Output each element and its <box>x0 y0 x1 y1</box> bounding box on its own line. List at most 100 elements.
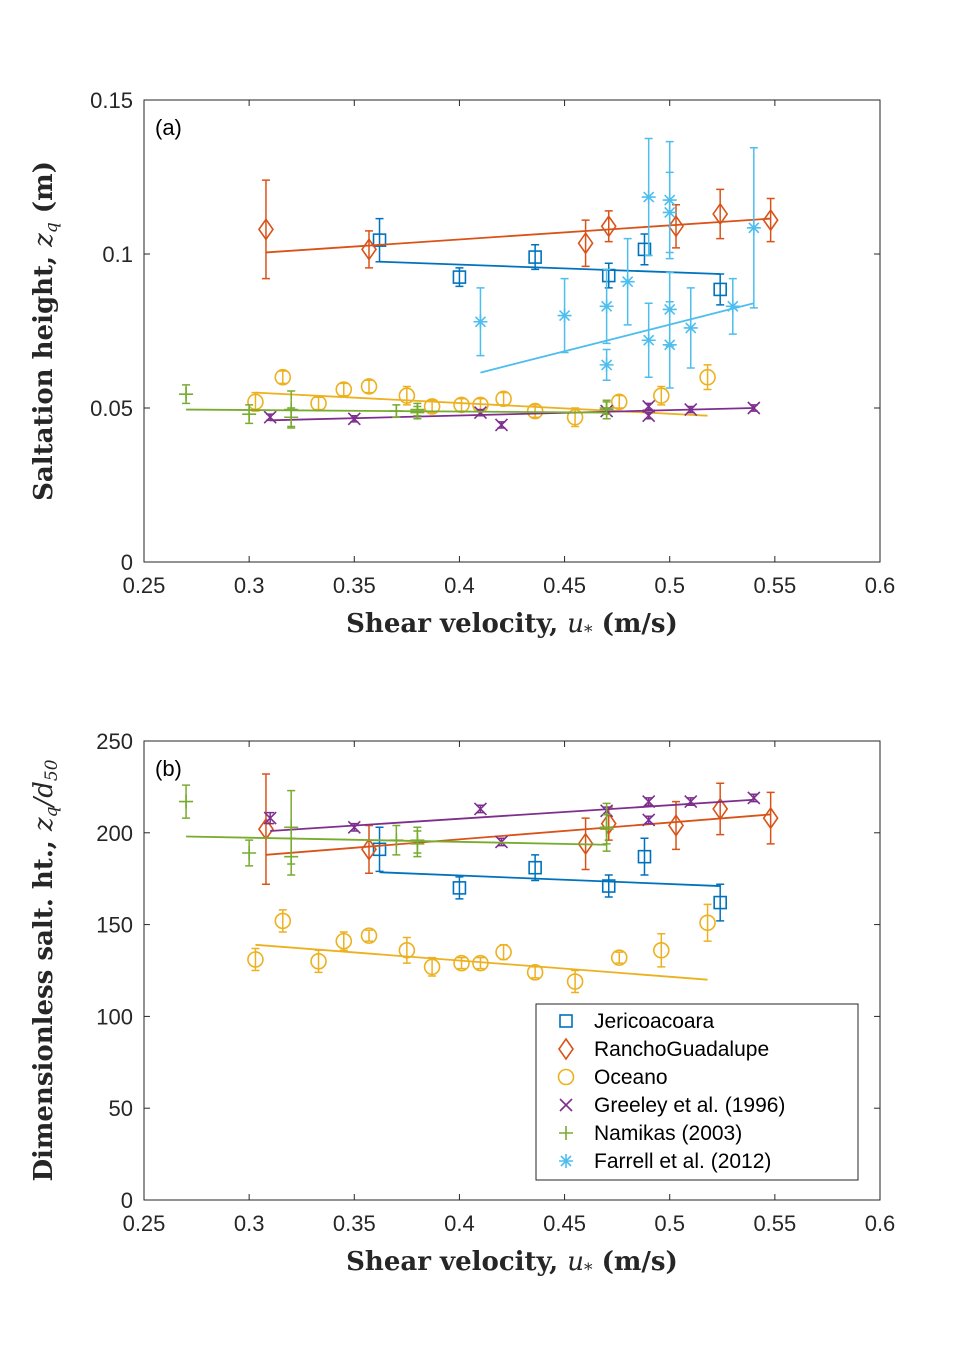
data-point <box>641 333 656 348</box>
data-point <box>599 822 614 837</box>
x-tick-label: 0.3 <box>234 1211 265 1236</box>
error-bar <box>251 391 260 412</box>
data-point <box>577 832 594 856</box>
error-bar <box>657 933 666 968</box>
data-point <box>247 951 264 968</box>
data-point <box>641 190 656 205</box>
error-bar <box>457 956 466 970</box>
series-circle <box>247 903 716 994</box>
data-point <box>601 879 616 893</box>
legend-marker <box>557 1068 575 1086</box>
fit-line <box>265 217 771 254</box>
data-point <box>360 927 378 944</box>
fit-line <box>255 943 708 981</box>
data-point <box>684 795 698 809</box>
data-point <box>599 357 614 372</box>
data-point <box>473 802 488 816</box>
data-point <box>257 817 274 841</box>
data-point <box>284 820 299 835</box>
legend: Jericoacoara RanchoGuadalupe Oceano Greeley… <box>535 1003 859 1181</box>
axes-frame <box>143 740 881 1201</box>
error-bar <box>703 903 712 942</box>
data-point <box>473 406 488 420</box>
data-point <box>712 797 729 821</box>
error-bar <box>571 407 580 428</box>
legend-label: RanchoGuadalupe <box>594 1038 769 1061</box>
data-point <box>274 912 292 930</box>
data-point <box>526 964 544 981</box>
legend-label: Jericoacoara <box>594 1010 715 1033</box>
data-point <box>257 217 274 241</box>
panel-label: (b) <box>155 756 182 781</box>
data-point <box>495 943 512 961</box>
error-bar <box>402 936 411 964</box>
data-point <box>668 814 684 837</box>
legend-box <box>535 1003 859 1181</box>
data-point <box>610 949 628 966</box>
data-point <box>642 399 656 414</box>
data-point <box>747 401 761 415</box>
data-point <box>360 378 378 395</box>
data-point <box>472 954 489 972</box>
legend-entry: Farrell et al. (2012) <box>559 1150 771 1173</box>
legend-marker <box>559 1154 573 1168</box>
error-bar <box>716 273 725 306</box>
x-tick-label: 0.4 <box>444 1211 475 1236</box>
fit-line <box>270 798 754 832</box>
x-tick-label: 0.45 <box>543 573 586 598</box>
x-tick-label: 0.35 <box>333 573 376 598</box>
data-point <box>423 398 441 415</box>
legend-entry: RanchoGuadalupe <box>558 1037 769 1061</box>
x-tick-label: 0.5 <box>654 573 685 598</box>
legend-entry: Namikas (2003) <box>559 1122 742 1145</box>
data-point <box>389 833 404 848</box>
data-point <box>566 408 584 426</box>
error-bar <box>428 956 437 977</box>
data-point <box>762 208 779 232</box>
data-point <box>684 402 698 417</box>
legend-entry: Jericoacoara <box>559 1010 715 1033</box>
x-tick-label: 0.55 <box>753 1211 796 1236</box>
error-bar <box>314 396 323 411</box>
data-point <box>310 953 327 970</box>
error-bar <box>339 382 348 397</box>
data-point <box>699 368 716 386</box>
error-bar <box>581 219 590 268</box>
data-point <box>528 860 542 875</box>
data-point <box>668 214 684 238</box>
data-point <box>642 409 656 423</box>
data-point <box>683 320 698 335</box>
error-bar <box>531 966 540 979</box>
y-tick-label: 0 <box>121 1188 133 1213</box>
error-bar <box>716 883 725 922</box>
error-bar <box>604 874 613 898</box>
fit-line <box>379 260 721 275</box>
error-bar <box>531 404 540 418</box>
data-point <box>361 837 377 861</box>
fit-line <box>379 871 721 887</box>
legend-entry: Greeley et al. (1996) <box>559 1094 785 1117</box>
data-point <box>557 308 572 323</box>
error-bar <box>375 217 384 263</box>
series-plus <box>179 384 614 429</box>
error-bar <box>402 385 411 406</box>
error-bar <box>531 244 540 271</box>
data-point <box>372 842 387 857</box>
y-tick-label: 200 <box>96 821 133 846</box>
panel-label: (a) <box>155 115 182 140</box>
data-point <box>599 299 614 314</box>
error-bar <box>615 951 624 964</box>
series-plus <box>179 784 614 876</box>
data-point <box>410 836 425 851</box>
data-point <box>642 795 656 809</box>
data-point <box>372 233 387 247</box>
y-tick-label: 0.15 <box>90 88 133 113</box>
fit-line <box>270 407 754 422</box>
legend-label: Oceano <box>594 1066 668 1089</box>
x-tick-label: 0.25 <box>123 573 166 598</box>
legend-marker <box>559 1098 573 1112</box>
data-point <box>577 231 594 255</box>
data-point <box>746 220 761 235</box>
y-tick-label: 0.05 <box>90 396 133 421</box>
